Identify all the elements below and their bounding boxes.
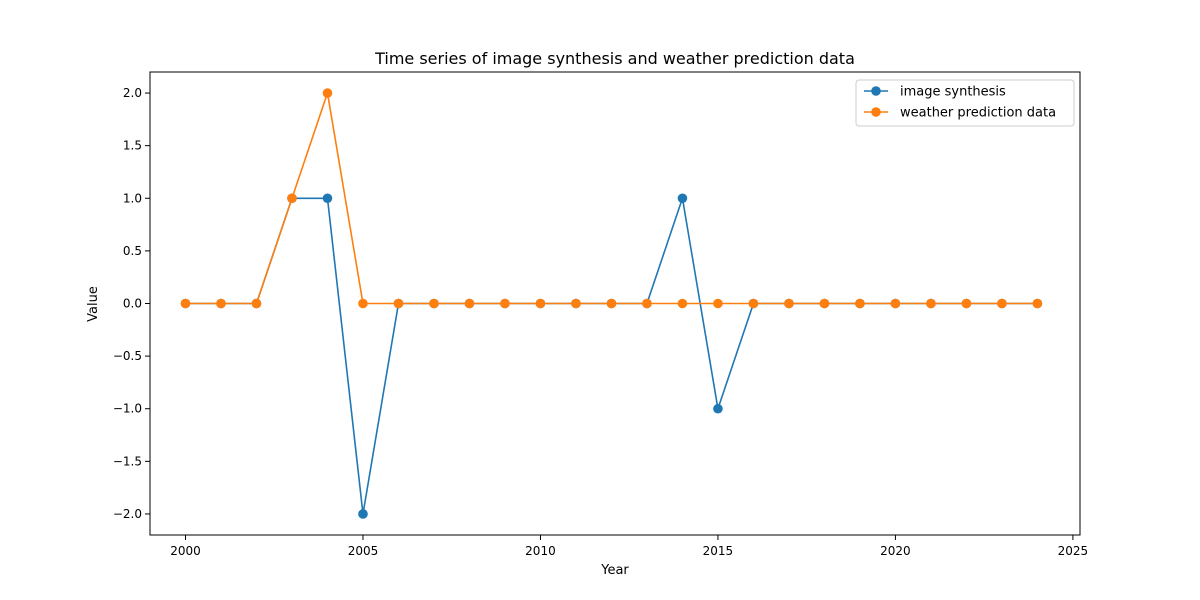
data-point xyxy=(251,298,262,309)
x-tick-label: 2010 xyxy=(525,544,556,558)
data-point xyxy=(500,298,510,309)
y-tick-label: −2.0 xyxy=(113,507,142,521)
data-point xyxy=(322,88,333,98)
x-tick-label: 2000 xyxy=(170,544,201,558)
chart-title: Time series of image synthesis and weath… xyxy=(374,49,855,68)
data-point xyxy=(890,298,901,309)
data-point xyxy=(287,193,297,204)
y-tick-label: 2.0 xyxy=(123,86,142,100)
data-point xyxy=(713,403,723,414)
y-tick-label: 0.0 xyxy=(123,297,142,311)
x-tick-label: 2015 xyxy=(703,544,734,558)
series-layer xyxy=(180,88,1043,519)
x-tick-label: 2005 xyxy=(348,544,379,558)
data-point xyxy=(997,298,1007,309)
y-tick-label: −1.5 xyxy=(113,454,142,468)
data-point xyxy=(748,298,759,309)
data-point xyxy=(464,298,475,309)
data-point xyxy=(322,193,333,204)
series-weather-prediction-data xyxy=(180,88,1043,309)
data-point xyxy=(571,298,581,309)
data-point xyxy=(1032,298,1043,309)
y-axis: −2.0 −1.5 −1.0 −0.5 0.0 0.5 1.0 1.5 2.0 xyxy=(113,86,150,521)
x-tick-label: 2025 xyxy=(1058,544,1089,558)
data-point xyxy=(180,298,191,309)
data-point xyxy=(784,298,794,309)
data-point xyxy=(677,193,688,204)
data-point xyxy=(393,298,404,309)
legend-frame xyxy=(855,79,1075,127)
legend-marker xyxy=(871,107,881,117)
data-point xyxy=(855,298,865,309)
x-tick-label: 2020 xyxy=(880,544,911,558)
data-point xyxy=(819,298,830,309)
legend-label: image synthesis xyxy=(900,85,1006,100)
data-point xyxy=(642,298,652,309)
data-point xyxy=(216,298,226,309)
legend-label: weather prediction data xyxy=(900,106,1056,121)
data-point xyxy=(606,298,617,309)
data-point xyxy=(535,298,546,309)
legend: image synthesis weather prediction data xyxy=(855,79,1075,127)
y-axis-label: Value xyxy=(86,286,101,322)
data-point xyxy=(713,298,723,309)
data-point xyxy=(358,509,368,519)
data-point xyxy=(677,298,688,309)
y-tick-label: 0.5 xyxy=(123,244,142,258)
legend-marker xyxy=(871,86,881,96)
x-axis: 2000 2005 2010 2015 2020 2025 xyxy=(170,535,1088,558)
y-tick-label: 1.5 xyxy=(123,139,142,153)
data-point xyxy=(429,298,439,309)
y-tick-label: 1.0 xyxy=(123,191,142,205)
x-axis-label: Year xyxy=(600,563,629,578)
data-point xyxy=(961,298,972,309)
y-tick-label: −1.0 xyxy=(113,402,142,416)
y-tick-label: −0.5 xyxy=(113,349,142,363)
data-point xyxy=(926,298,936,309)
data-point xyxy=(358,298,368,309)
